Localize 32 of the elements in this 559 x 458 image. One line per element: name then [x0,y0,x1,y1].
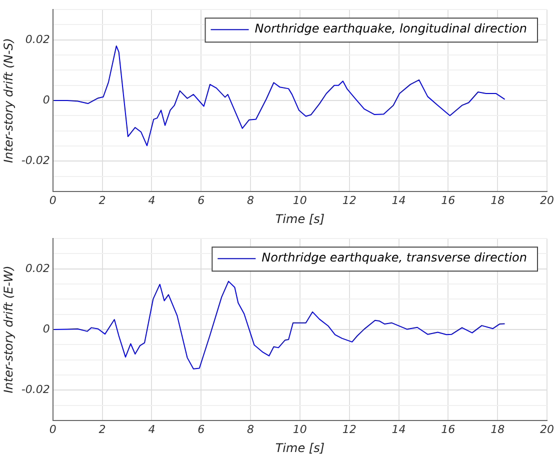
y-axis-title: Inter-story drift (E-W) [1,266,16,394]
y-tick-label: 0 [42,322,50,336]
x-axis-title: Time [s] [275,440,325,455]
x-axis-title: Time [s] [275,212,325,226]
x-tick-label: 4 [148,194,156,207]
y-tick-label: -0.02 [21,382,50,396]
x-tick-label: 8 [247,194,254,207]
x-tick-label: 18 [490,194,505,207]
x-tick-label: 12 [342,194,356,207]
x-tick-label: 4 [148,422,156,436]
y-tick-label: 0 [42,93,50,106]
x-tick-label: 2 [98,422,106,436]
x-tick-label: 20 [540,422,554,436]
x-tick-label: 6 [198,422,205,436]
x-tick-label: 20 [540,194,554,207]
x-tick-label: 16 [441,194,456,207]
x-tick-label: 2 [98,194,106,207]
y-tick-label: 0.02 [25,32,50,46]
x-tick-label: 14 [392,422,406,436]
legend-label: Northridge earthquake, transverse direction [262,250,528,265]
y-axis-title: Inter-story drift (N-S) [1,38,16,163]
x-tick-label: 18 [490,422,505,436]
x-tick-label: 6 [198,194,205,207]
x-tick-label: 16 [441,422,456,436]
legend-label: Northridge earthquake, longitudinal direction [254,22,527,36]
x-tick-label: 8 [247,422,254,436]
x-tick-label: 12 [342,422,356,436]
y-tick-label: 0.02 [25,262,50,275]
x-tick-label: 10 [292,194,307,207]
y-tick-label: -0.02 [21,154,50,167]
x-tick-label: 14 [392,194,406,207]
x-tick-label: 10 [292,422,307,436]
